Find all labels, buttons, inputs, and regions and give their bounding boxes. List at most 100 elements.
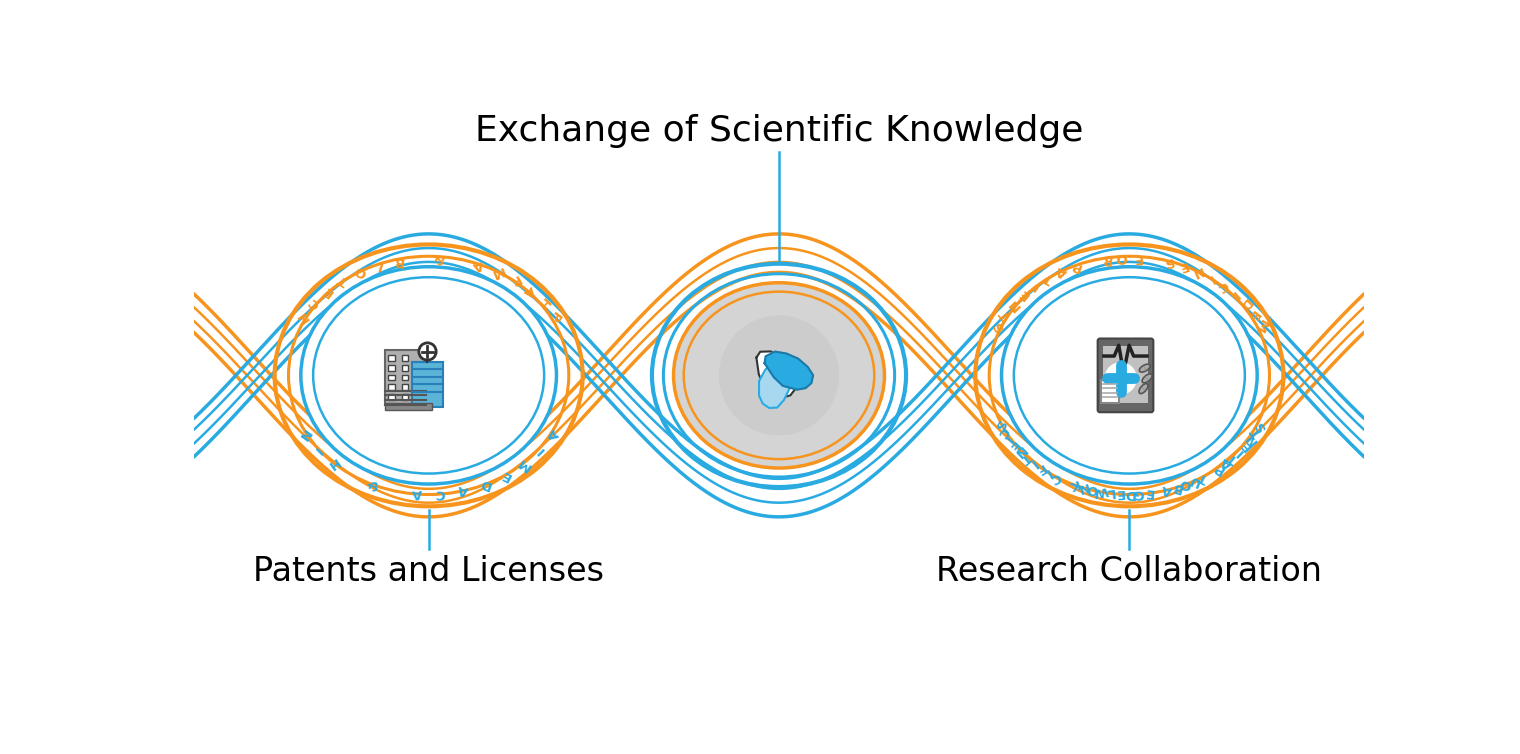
Ellipse shape: [1138, 384, 1148, 394]
Circle shape: [719, 315, 839, 435]
Text: I: I: [310, 443, 322, 456]
Text: O: O: [353, 263, 368, 280]
Text: S: S: [1161, 254, 1173, 269]
Text: O: O: [1084, 482, 1097, 497]
Text: M: M: [1251, 317, 1269, 335]
Text: N: N: [1075, 479, 1088, 495]
Text: A: A: [458, 483, 470, 497]
Text: B: B: [392, 253, 404, 268]
Bar: [388, 365, 395, 370]
Text: P: P: [1069, 258, 1082, 274]
Text: A: A: [521, 282, 537, 299]
Text: E: E: [1005, 437, 1021, 453]
Text: T: T: [997, 307, 1014, 322]
Text: P: P: [546, 308, 562, 324]
Text: A: A: [546, 426, 562, 443]
Text: I: I: [1031, 279, 1041, 293]
Ellipse shape: [302, 268, 555, 483]
Ellipse shape: [675, 284, 883, 467]
Text: S: S: [990, 418, 1006, 433]
Bar: [388, 385, 395, 391]
FancyBboxPatch shape: [412, 362, 442, 407]
Text: H: H: [324, 455, 340, 472]
Text: F: F: [1132, 251, 1142, 265]
Text: T: T: [1248, 425, 1265, 440]
Text: F: F: [1032, 460, 1047, 476]
FancyBboxPatch shape: [386, 351, 426, 405]
Bar: [1100, 380, 1119, 403]
Circle shape: [420, 343, 436, 360]
Text: R: R: [506, 272, 521, 288]
Text: L: L: [1105, 486, 1116, 499]
Ellipse shape: [1142, 374, 1152, 383]
Text: M: M: [488, 262, 505, 280]
Text: N: N: [1189, 263, 1205, 280]
Text: I: I: [1205, 271, 1216, 285]
Text: I: I: [1026, 456, 1038, 470]
Text: P: P: [1211, 460, 1227, 476]
Polygon shape: [757, 351, 795, 397]
Text: T: T: [1196, 469, 1210, 485]
Text: B: B: [1170, 479, 1184, 495]
Text: U: U: [1187, 473, 1202, 489]
Bar: [388, 375, 395, 380]
Text: N: N: [1243, 431, 1260, 447]
Bar: [401, 394, 409, 400]
Text: A: A: [1161, 482, 1173, 496]
Text: A: A: [471, 257, 485, 272]
Text: E: E: [1245, 307, 1262, 322]
Polygon shape: [765, 351, 813, 390]
Ellipse shape: [1140, 364, 1151, 372]
Text: S: S: [1252, 418, 1269, 433]
Text: E: E: [1237, 437, 1254, 453]
Text: T: T: [1225, 449, 1240, 465]
Text: D: D: [477, 476, 492, 492]
Text: W: W: [1093, 483, 1108, 498]
Text: Research Collaboration: Research Collaboration: [936, 555, 1322, 588]
Text: A: A: [412, 486, 423, 500]
Text: I: I: [1228, 288, 1240, 301]
Ellipse shape: [1143, 366, 1146, 371]
Text: E: E: [321, 283, 336, 299]
Text: E: E: [1176, 259, 1189, 274]
FancyBboxPatch shape: [1097, 339, 1154, 412]
Text: A: A: [1219, 455, 1234, 471]
Text: R: R: [1100, 252, 1113, 266]
Text: K: K: [1066, 476, 1079, 492]
Text: T: T: [1041, 270, 1055, 286]
Text: N: N: [1011, 443, 1028, 460]
Polygon shape: [758, 357, 792, 408]
FancyBboxPatch shape: [386, 403, 432, 410]
Bar: [401, 355, 409, 360]
Text: E: E: [1143, 485, 1154, 499]
Text: M: M: [515, 455, 534, 473]
Text: O: O: [1178, 476, 1193, 492]
Text: I: I: [375, 258, 383, 271]
Text: H: H: [534, 294, 552, 311]
Text: N: N: [1006, 296, 1023, 312]
Text: Exchange of Scientific Knowledge: Exchange of Scientific Knowledge: [474, 114, 1084, 148]
Text: T: T: [336, 272, 351, 288]
Text: C: C: [1214, 277, 1231, 293]
Circle shape: [1105, 362, 1137, 394]
Text: I: I: [1234, 445, 1246, 458]
Bar: [388, 394, 395, 400]
Bar: [1104, 346, 1148, 403]
Text: Patents and Licenses: Patents and Licenses: [254, 555, 603, 588]
Text: D: D: [1123, 486, 1135, 500]
Ellipse shape: [1003, 268, 1256, 483]
Text: T: T: [1018, 449, 1034, 465]
Text: D: D: [1236, 296, 1252, 312]
Text: I: I: [535, 443, 547, 456]
Ellipse shape: [1142, 387, 1146, 391]
Text: E: E: [499, 467, 514, 483]
Bar: [401, 375, 409, 380]
Text: &: &: [433, 251, 445, 265]
Text: I: I: [1000, 433, 1014, 445]
Bar: [401, 385, 409, 391]
Text: E: E: [1017, 287, 1032, 302]
Text: G: G: [1134, 486, 1145, 500]
Bar: [401, 365, 409, 370]
Bar: [388, 355, 395, 360]
Text: C: C: [307, 295, 322, 311]
